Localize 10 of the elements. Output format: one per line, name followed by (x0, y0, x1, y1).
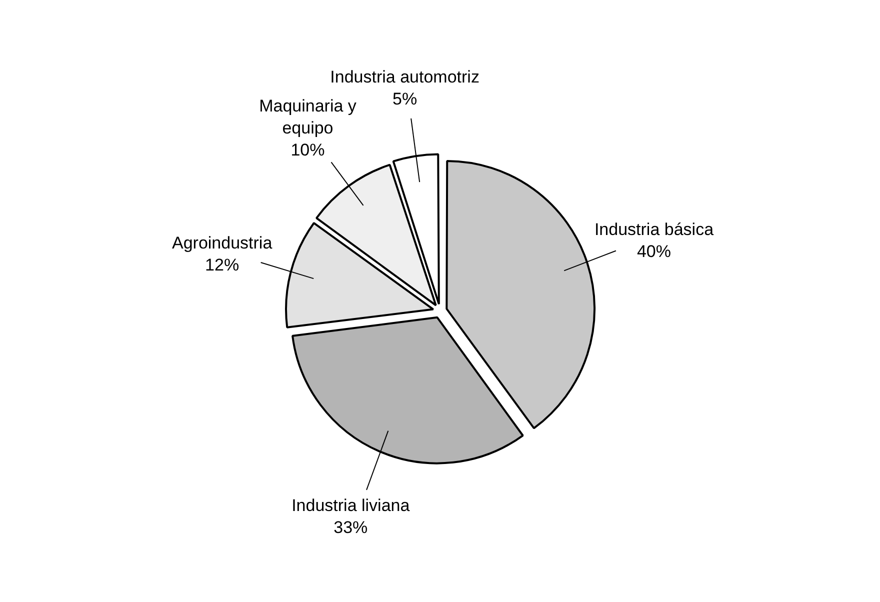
slice-label: Maquinaria y equipo (259, 96, 357, 138)
data-label: 40% (636, 242, 672, 262)
data-label: 33% (334, 518, 368, 538)
data-label: 12% (205, 256, 240, 275)
slice-label: Industria automotriz (330, 67, 480, 86)
slice-label: Industria básica (594, 220, 714, 240)
data-label: 5% (392, 89, 418, 108)
slice-label: Agroindustria (172, 234, 273, 253)
slice-label: Industria liviana (292, 496, 410, 516)
data-label: 10% (290, 140, 325, 160)
